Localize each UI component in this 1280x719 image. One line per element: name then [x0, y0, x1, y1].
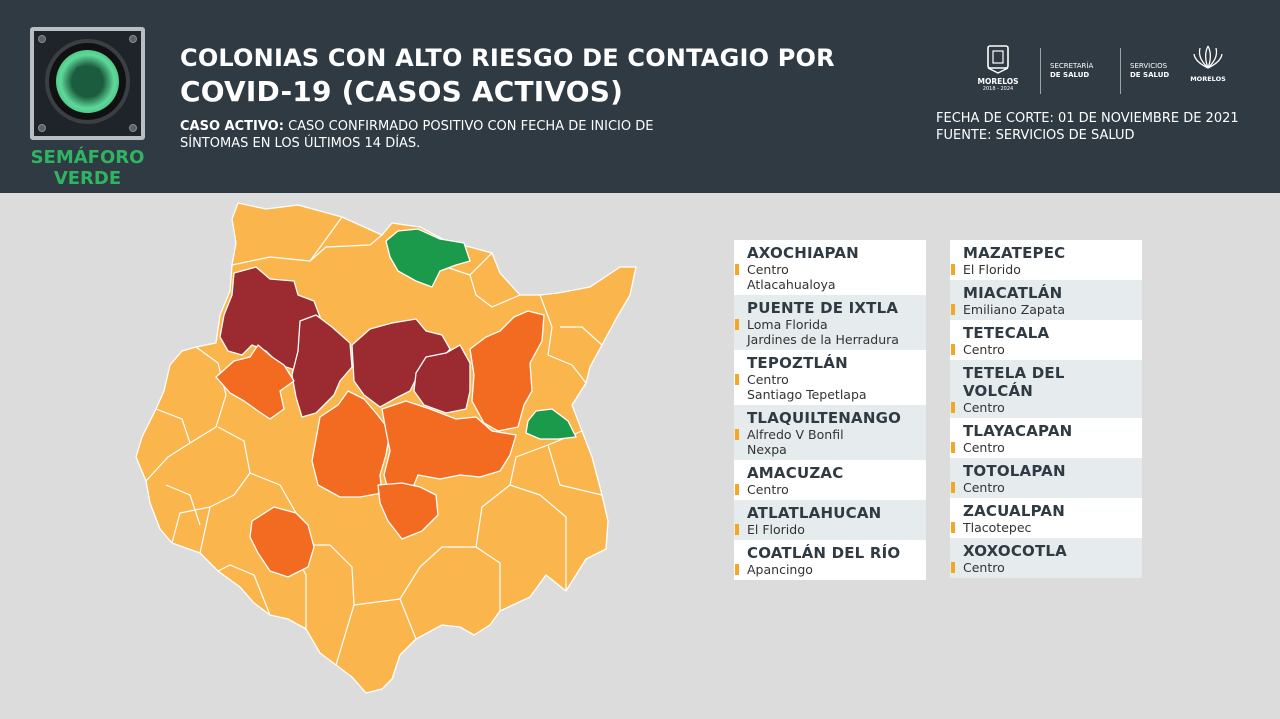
colonia-name: Apancingo: [735, 562, 918, 577]
morelos-risk-map: [135, 202, 637, 694]
logo-servicios-line2: DE SALUD: [1130, 71, 1170, 79]
municipality-region-orange: [469, 310, 545, 432]
logo-divider: [1120, 48, 1121, 94]
logo-divider: [1040, 48, 1041, 94]
municipio-card: TEPOZTLÁN Centro Santiago Tepetlapa: [734, 350, 926, 405]
municipality-region-green: [385, 228, 471, 288]
colonia-name: Alfredo V Bonfil: [735, 427, 918, 442]
municipio-name: TETECALA: [963, 324, 1050, 342]
morelos-shield-icon: [987, 45, 1009, 74]
colonia-name: Centro: [951, 560, 1134, 575]
municipio-card: PUENTE DE IXTLA Loma Florida Jardines de l…: [734, 295, 926, 350]
municipio-name: ZACUALPAN: [963, 502, 1065, 520]
municipality-region-green: [525, 408, 577, 440]
logo-morelos2-text: MORELOS: [1190, 75, 1226, 83]
traffic-light-label-line1: SEMÁFORO: [30, 147, 145, 168]
municipio-card: TLAQUILTENANGO Alfredo V Bonfil Nexpa: [734, 405, 926, 460]
municipio-name: COATLÁN DEL RÍO: [747, 544, 901, 562]
metadata-block: FECHA DE CORTE: 01 DE NOVIEMBRE DE 2021 …: [936, 110, 1239, 144]
flower-emblem-icon: [1193, 45, 1223, 69]
colonia-name: Centro: [951, 440, 1134, 455]
screw-icon: [38, 35, 46, 43]
logo-morelos-years: 2018 - 2024: [982, 86, 1014, 92]
definition-body: CASO CONFIRMADO POSITIVO CON FECHA DE IN…: [180, 119, 654, 151]
municipio-name: MIACATLÁN: [963, 284, 1063, 302]
morelos-anual-logo: MORELOS: [1188, 44, 1228, 84]
title-line1: COLONIAS CON ALTO RIESGO DE CONTAGIO POR: [180, 44, 835, 72]
municipio-card: AXOCHIAPAN Centro Atlacahualoya: [734, 240, 926, 295]
municipio-name: TLAQUILTENANGO: [747, 409, 902, 427]
colonia-name: Santiago Tepetlapa: [747, 387, 867, 402]
municipio-card: MAZATEPEC El Florido: [950, 240, 1142, 280]
municipio-name: PUENTE DE IXTLA: [747, 299, 899, 317]
traffic-light-label-line2: VERDE: [53, 168, 122, 189]
municipio-name: MAZATEPEC: [963, 244, 1066, 262]
colonia-name: Centro: [951, 480, 1134, 495]
colonia-name: Emiliano Zapata: [951, 302, 1134, 317]
municipality-region-dark-red: [413, 344, 471, 414]
logos-group: MORELOS 2018 - 2024 SECRETARÍA DE SALUD …: [970, 44, 1240, 96]
municipio-name: ATLATLAHUCAN: [747, 504, 882, 522]
municipality-region-orange: [377, 482, 439, 540]
municipio-card: ATLATLAHUCAN El Florido: [734, 500, 926, 540]
traffic-light-label: SEMÁFORO VERDE: [20, 147, 155, 189]
municipio-card: TETECALA Centro: [950, 320, 1142, 360]
municipio-card: COATLÁN DEL RÍO Apancingo: [734, 540, 926, 580]
definition-label: CASO ACTIVO:: [180, 119, 284, 134]
municipio-card: XOXOCOTLA Centro: [950, 538, 1142, 578]
colonia-name: Tlacotepec: [951, 520, 1134, 535]
municipality-region-orange: [215, 344, 295, 420]
colonia-name: El Florido: [951, 262, 1134, 277]
municipio-name: XOXOCOTLA: [963, 542, 1067, 560]
page-title: COLONIAS CON ALTO RIESGO DE CONTAGIO POR…: [180, 42, 900, 108]
municipio-card: MIACATLÁN Emiliano Zapata: [950, 280, 1142, 320]
municipio-name: TETELA DEL VOLCÁN: [963, 364, 1065, 400]
municipio-name: TLAYACAPAN: [963, 422, 1073, 440]
municipality-region-orange: [249, 506, 315, 578]
colonia-name: Centro: [951, 342, 1134, 357]
logo-secretaria-line2: DE SALUD: [1050, 71, 1090, 79]
source-text: FUENTE: SERVICIOS DE SALUD: [936, 128, 1135, 143]
colonia-name: Loma Florida: [735, 317, 918, 332]
secretaria-salud-logo: SECRETARÍA DE SALUD: [1050, 62, 1110, 80]
logo-servicios-line1: SERVICIOS: [1130, 62, 1168, 70]
header-banner: SEMÁFORO VERDE COLONIAS CON ALTO RIESGO …: [0, 0, 1280, 193]
morelos-logo: MORELOS 2018 - 2024: [970, 44, 1026, 92]
title-line2: COVID-19 (CASOS ACTIVOS): [180, 75, 624, 108]
municipio-card: AMACUZAC Centro: [734, 460, 926, 500]
colonia-name: Centro: [951, 400, 1134, 415]
colonia-name: Centro: [735, 482, 918, 497]
colonia-name: Atlacahualoya: [747, 277, 836, 292]
municipio-name: TEPOZTLÁN: [747, 354, 848, 372]
colonia-name: Centro: [735, 372, 918, 387]
screw-icon: [129, 35, 137, 43]
colonia-name: Jardines de la Herradura: [747, 332, 899, 347]
screw-icon: [38, 124, 46, 132]
servicios-salud-logo: SERVICIOS DE SALUD: [1130, 62, 1185, 80]
municipality-region-dark-red: [291, 314, 353, 418]
screw-icon: [129, 124, 137, 132]
morelos-silhouette-icon: [72, 66, 103, 97]
municipio-card: TLAYACAPAN Centro: [950, 418, 1142, 458]
definition-text: CASO ACTIVO: CASO CONFIRMADO POSITIVO CO…: [180, 118, 700, 152]
municipality-region-orange: [311, 390, 391, 498]
colonias-list-right: MAZATEPEC El Florido MIACATLÁN Emiliano Zap…: [950, 240, 1142, 578]
colonias-list-left: AXOCHIAPAN Centro Atlacahualoya PUENTE DE I…: [734, 240, 926, 580]
municipality-region-orange: [381, 400, 517, 498]
colonia-name: El Florido: [735, 522, 918, 537]
municipio-card: ZACUALPAN Tlacotepec: [950, 498, 1142, 538]
municipio-card: TETELA DEL VOLCÁN Centro: [950, 360, 1142, 418]
municipio-name: AMACUZAC: [747, 464, 844, 482]
municipio-name: AXOCHIAPAN: [747, 244, 859, 262]
colonia-name: Centro: [735, 262, 918, 277]
municipio-name: TOTOLAPAN: [963, 462, 1066, 480]
colonia-name: Nexpa: [747, 442, 787, 457]
cutoff-date: FECHA DE CORTE: 01 DE NOVIEMBRE DE 2021: [936, 111, 1239, 126]
municipio-card: TOTOLAPAN Centro: [950, 458, 1142, 498]
logo-morelos-text: MORELOS: [977, 77, 1019, 86]
traffic-light-icon: [30, 27, 145, 140]
logo-secretaria-line1: SECRETARÍA: [1050, 62, 1094, 70]
